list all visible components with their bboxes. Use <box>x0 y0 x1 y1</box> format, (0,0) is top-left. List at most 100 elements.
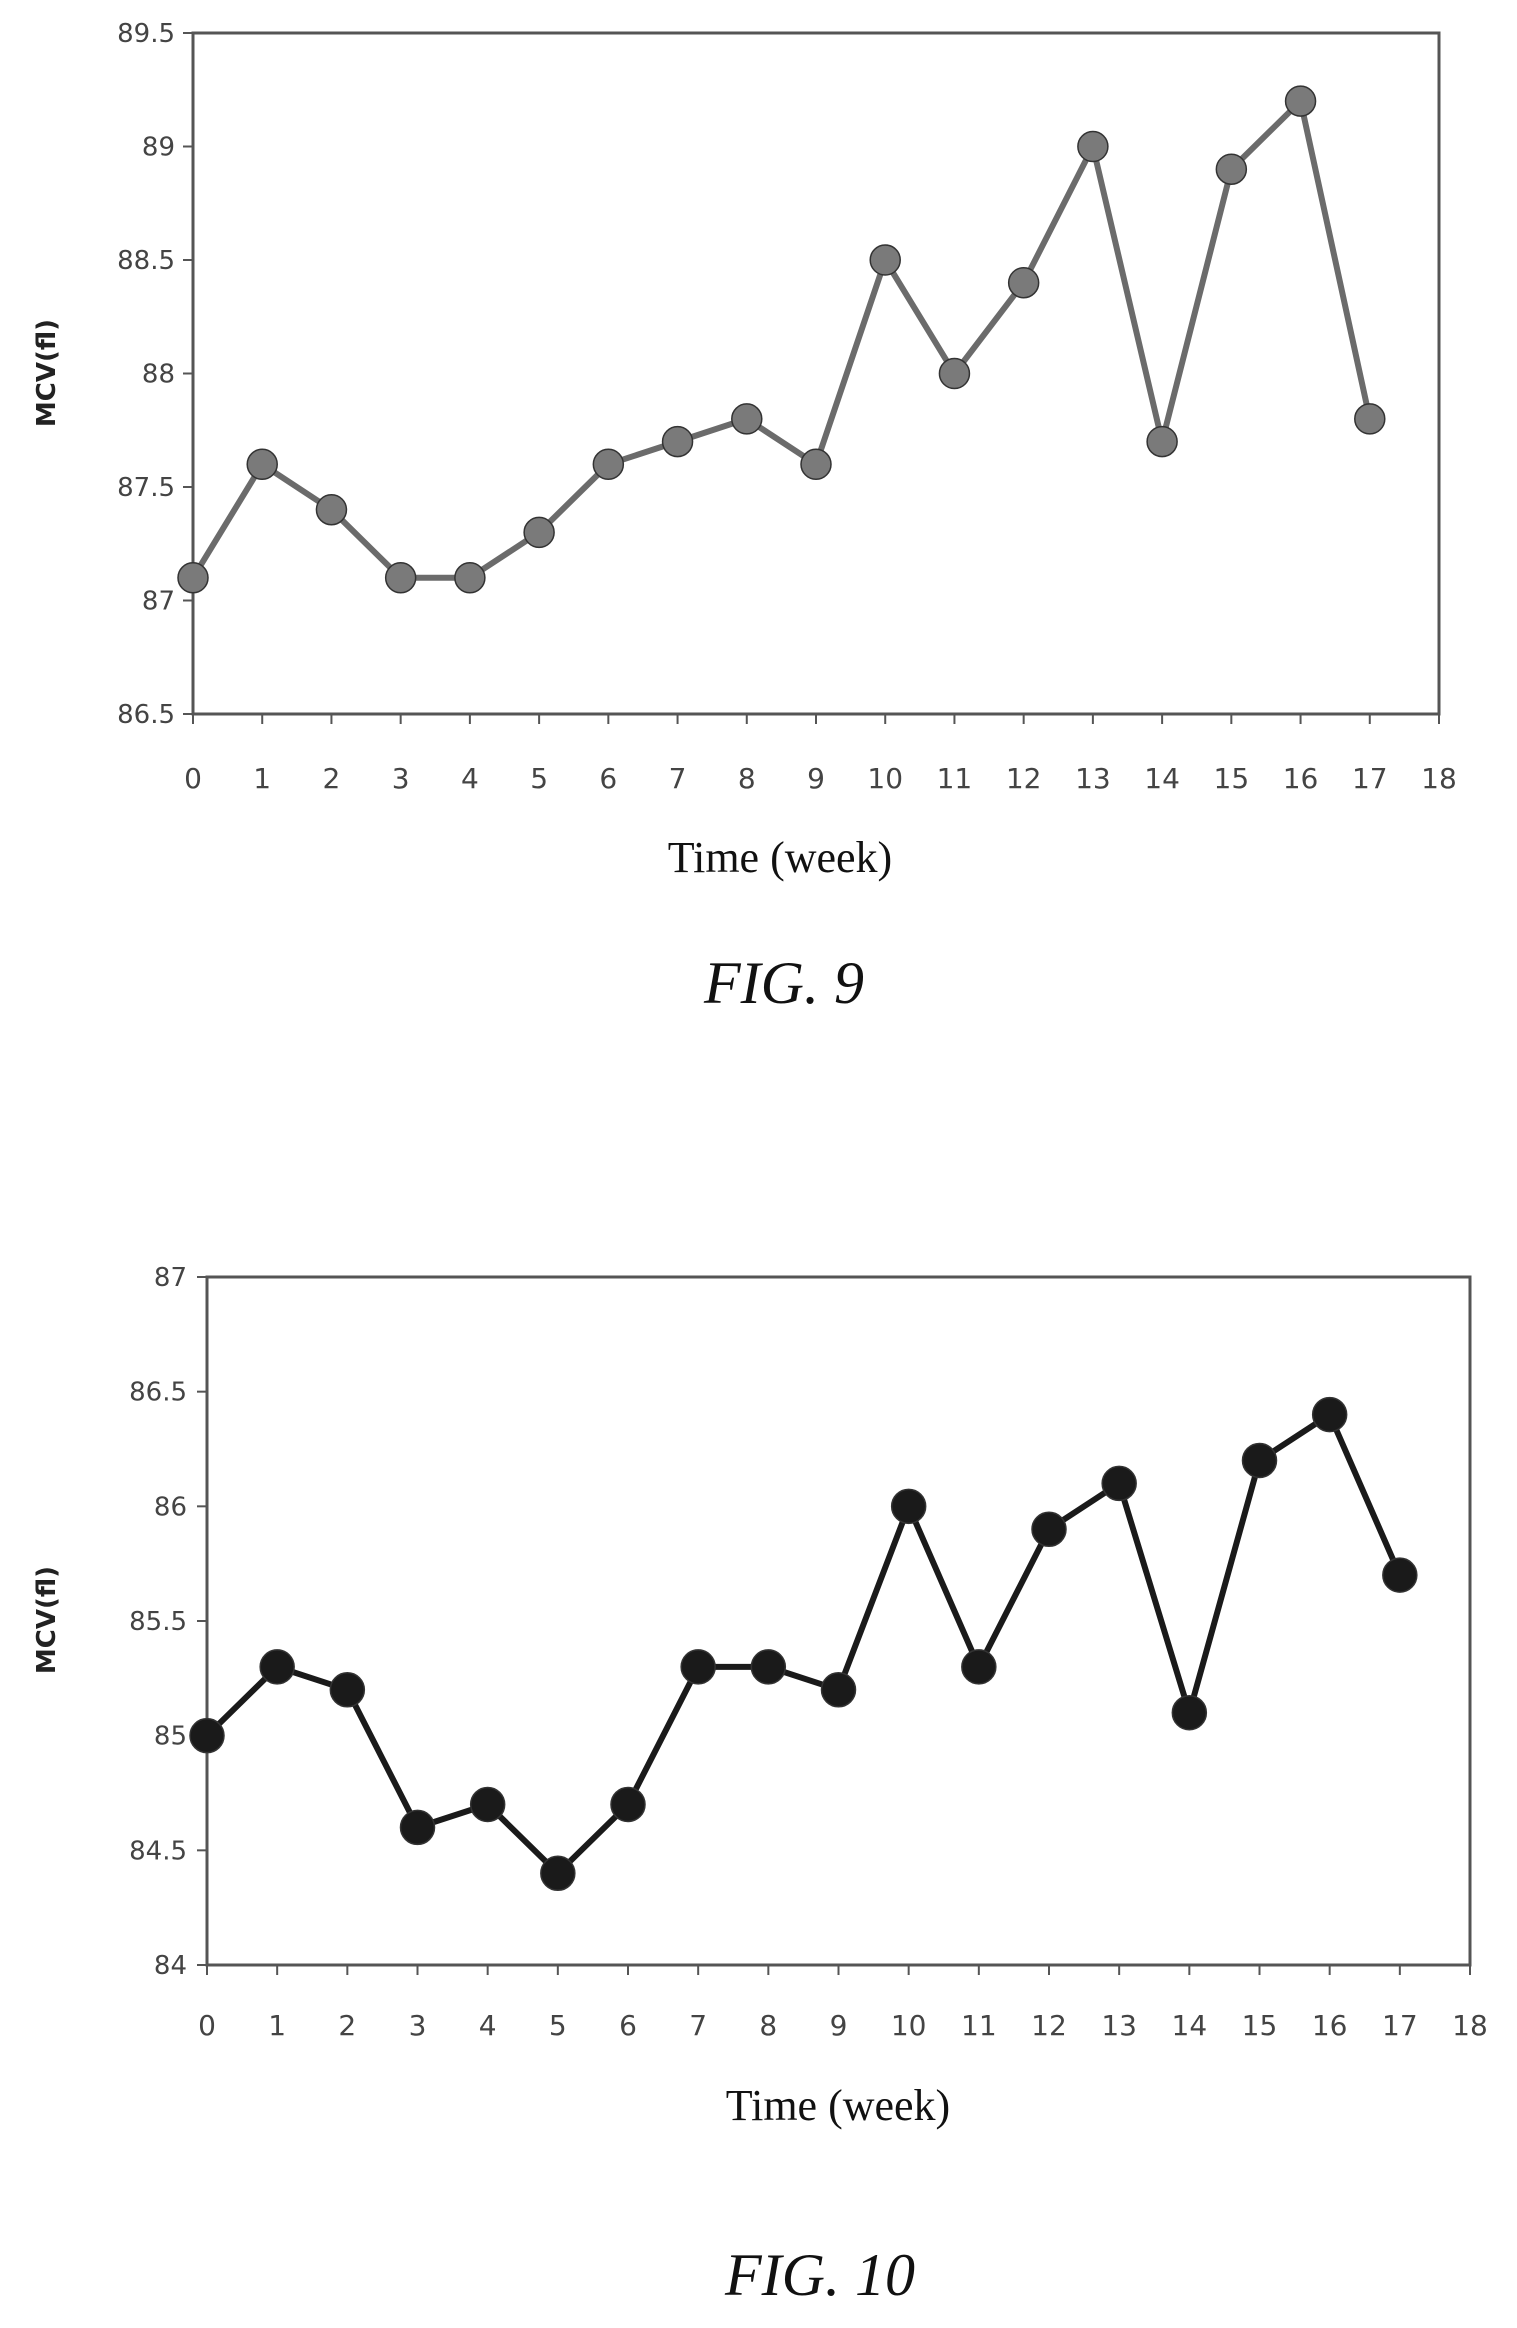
fig10-x-tick-label: 2 <box>338 2009 356 2042</box>
fig9-data-point <box>1215 153 1248 185</box>
fig9-y-tick-label: 88 <box>142 360 175 390</box>
fig10-data-point <box>750 1649 787 1685</box>
fig9-data-point <box>1146 425 1178 458</box>
fig10-data-point <box>540 1855 576 1892</box>
fig10-y-tick-label: 84 <box>154 1951 187 1981</box>
fig10-x-axis-ticks: 0 1 2 3 4 5 6 7 8 9 10 11 12 13 14 15 16 17 18 <box>198 1965 1488 2042</box>
fig9-caption: FIG. 9 <box>703 950 864 1016</box>
fig10-data-point <box>1101 1465 1137 1502</box>
fig9-data-point <box>1284 85 1317 117</box>
fig9-data-point <box>592 448 625 481</box>
fig10-x-tick-label: 10 <box>891 2009 927 2042</box>
fig9-series <box>177 85 1386 594</box>
fig9-data-point <box>177 562 209 594</box>
fig10-data-point <box>399 1809 436 1846</box>
fig10-data-point <box>1031 1511 1067 1548</box>
fig9-y-tick-label: 87.5 <box>117 473 175 503</box>
fig10-data-point <box>820 1672 857 1708</box>
fig10-x-tick-label: 7 <box>689 2009 707 2042</box>
fig9-x-tick-label: 13 <box>1075 762 1111 795</box>
fig9-data-point <box>1007 266 1040 299</box>
fig10-x-tick-label: 4 <box>479 2009 497 2042</box>
fig10-data-point <box>469 1786 506 1823</box>
fig10-x-tick-label: 5 <box>549 2009 567 2042</box>
fig10-y-tick-label: 86 <box>154 1492 187 1522</box>
fig10-data-point <box>1382 1557 1418 1593</box>
fig9-x-tick-label: 15 <box>1214 762 1250 795</box>
fig9-x-tick-label: 2 <box>323 762 341 795</box>
fig9-data-point <box>731 403 763 435</box>
fig10-series <box>189 1396 1418 1892</box>
fig9-data-point <box>661 425 694 458</box>
fig9-x-tick-label: 11 <box>937 762 973 795</box>
fig10-series-line <box>204 1411 1403 1877</box>
fig10-y-axis-label: MCV(fl) <box>32 1566 62 1674</box>
fig10-y-tick-label: 87 <box>154 1263 187 1293</box>
fig9-x-tick-label: 5 <box>530 762 548 795</box>
fig9-data-point <box>800 448 832 481</box>
fig9-x-tick-label: 3 <box>392 762 410 795</box>
fig10-data-point <box>1311 1396 1348 1433</box>
fig9-data-point <box>869 244 901 276</box>
fig9-x-tick-label: 9 <box>807 762 825 795</box>
fig10-y-tick-label: 86.5 <box>129 1378 187 1408</box>
fig10-y-tick-label: 84.5 <box>129 1836 187 1866</box>
fig10-y-tick-label: 85.5 <box>129 1607 187 1637</box>
fig9-y-tick-label: 86.5 <box>117 700 175 730</box>
fig9-data-point <box>246 448 278 481</box>
fig10-x-axis-label: Time (week) <box>726 2081 950 2130</box>
fig10-x-tick-label: 9 <box>830 2009 848 2042</box>
fig10-x-tick-label: 18 <box>1452 2009 1488 2042</box>
fig9-x-tick-label: 12 <box>1006 762 1042 795</box>
fig9-y-axis-ticks: 86.5 87 87.5 88 88.5 89 89.5 <box>117 19 193 730</box>
fig10-x-tick-label: 0 <box>198 2009 216 2042</box>
fig10-data-point <box>259 1649 295 1685</box>
fig10-data-point <box>610 1786 646 1823</box>
fig9-y-tick-label: 88.5 <box>117 246 175 276</box>
fig10-x-tick-label: 17 <box>1382 2009 1418 2042</box>
fig10-data-point <box>1241 1442 1278 1479</box>
fig9-y-axis-label: MCV(fl) <box>32 319 62 427</box>
fig10-data-point <box>189 1717 225 1754</box>
fig10-x-tick-label: 14 <box>1172 2009 1208 2042</box>
fig10-data-point <box>890 1488 927 1525</box>
fig9-data-point <box>523 516 555 549</box>
fig9-x-tick-label: 7 <box>669 762 687 795</box>
fig10-x-tick-label: 11 <box>961 2009 997 2042</box>
fig10-caption: FIG. 10 <box>724 2242 915 2308</box>
fig10-x-tick-label: 16 <box>1312 2009 1348 2042</box>
fig10-x-tick-label: 3 <box>409 2009 427 2042</box>
fig10-x-tick-label: 13 <box>1101 2009 1137 2042</box>
fig9-y-tick-label: 89.5 <box>117 19 175 49</box>
fig10-y-tick-label: 85 <box>154 1722 187 1752</box>
fig9-x-axis-label: Time (week) <box>668 833 892 882</box>
fig10-data-point <box>1171 1694 1208 1731</box>
fig10-data-point <box>680 1649 716 1685</box>
fig9-x-axis-ticks: 0 1 2 3 4 5 6 7 8 9 10 11 12 13 14 15 16 17 18 <box>184 714 1457 795</box>
fig9-x-tick-label: 6 <box>599 762 617 795</box>
fig10-y-axis-ticks: 84 84.5 85 85.5 86 86.5 87 <box>129 1263 207 1981</box>
fig9-x-tick-label: 10 <box>867 762 903 795</box>
fig10-x-tick-label: 12 <box>1031 2009 1067 2042</box>
fig9-y-tick-label: 87 <box>142 587 175 617</box>
fig9-data-point <box>315 493 348 526</box>
fig10-plot-frame <box>205 1275 1472 1967</box>
fig9-x-tick-label: 14 <box>1144 762 1180 795</box>
fig9-data-point <box>454 562 486 594</box>
fig9-x-tick-label: 18 <box>1421 762 1457 795</box>
fig9-x-tick-label: 4 <box>461 762 479 795</box>
fig9-y-tick-label: 89 <box>142 133 175 163</box>
fig9-series-line <box>190 98 1373 581</box>
fig9-x-tick-label: 17 <box>1352 762 1388 795</box>
fig10-x-tick-label: 15 <box>1242 2009 1278 2042</box>
fig9-x-tick-label: 8 <box>738 762 756 795</box>
fig9-x-tick-label: 16 <box>1283 762 1319 795</box>
fig10-data-point <box>961 1649 997 1685</box>
fig9-plot-frame <box>191 31 1441 716</box>
fig9-data-point <box>938 357 971 390</box>
fig10-data-point <box>329 1672 366 1708</box>
fig10-x-tick-label: 6 <box>619 2009 637 2042</box>
fig9-data-point <box>1354 403 1386 435</box>
